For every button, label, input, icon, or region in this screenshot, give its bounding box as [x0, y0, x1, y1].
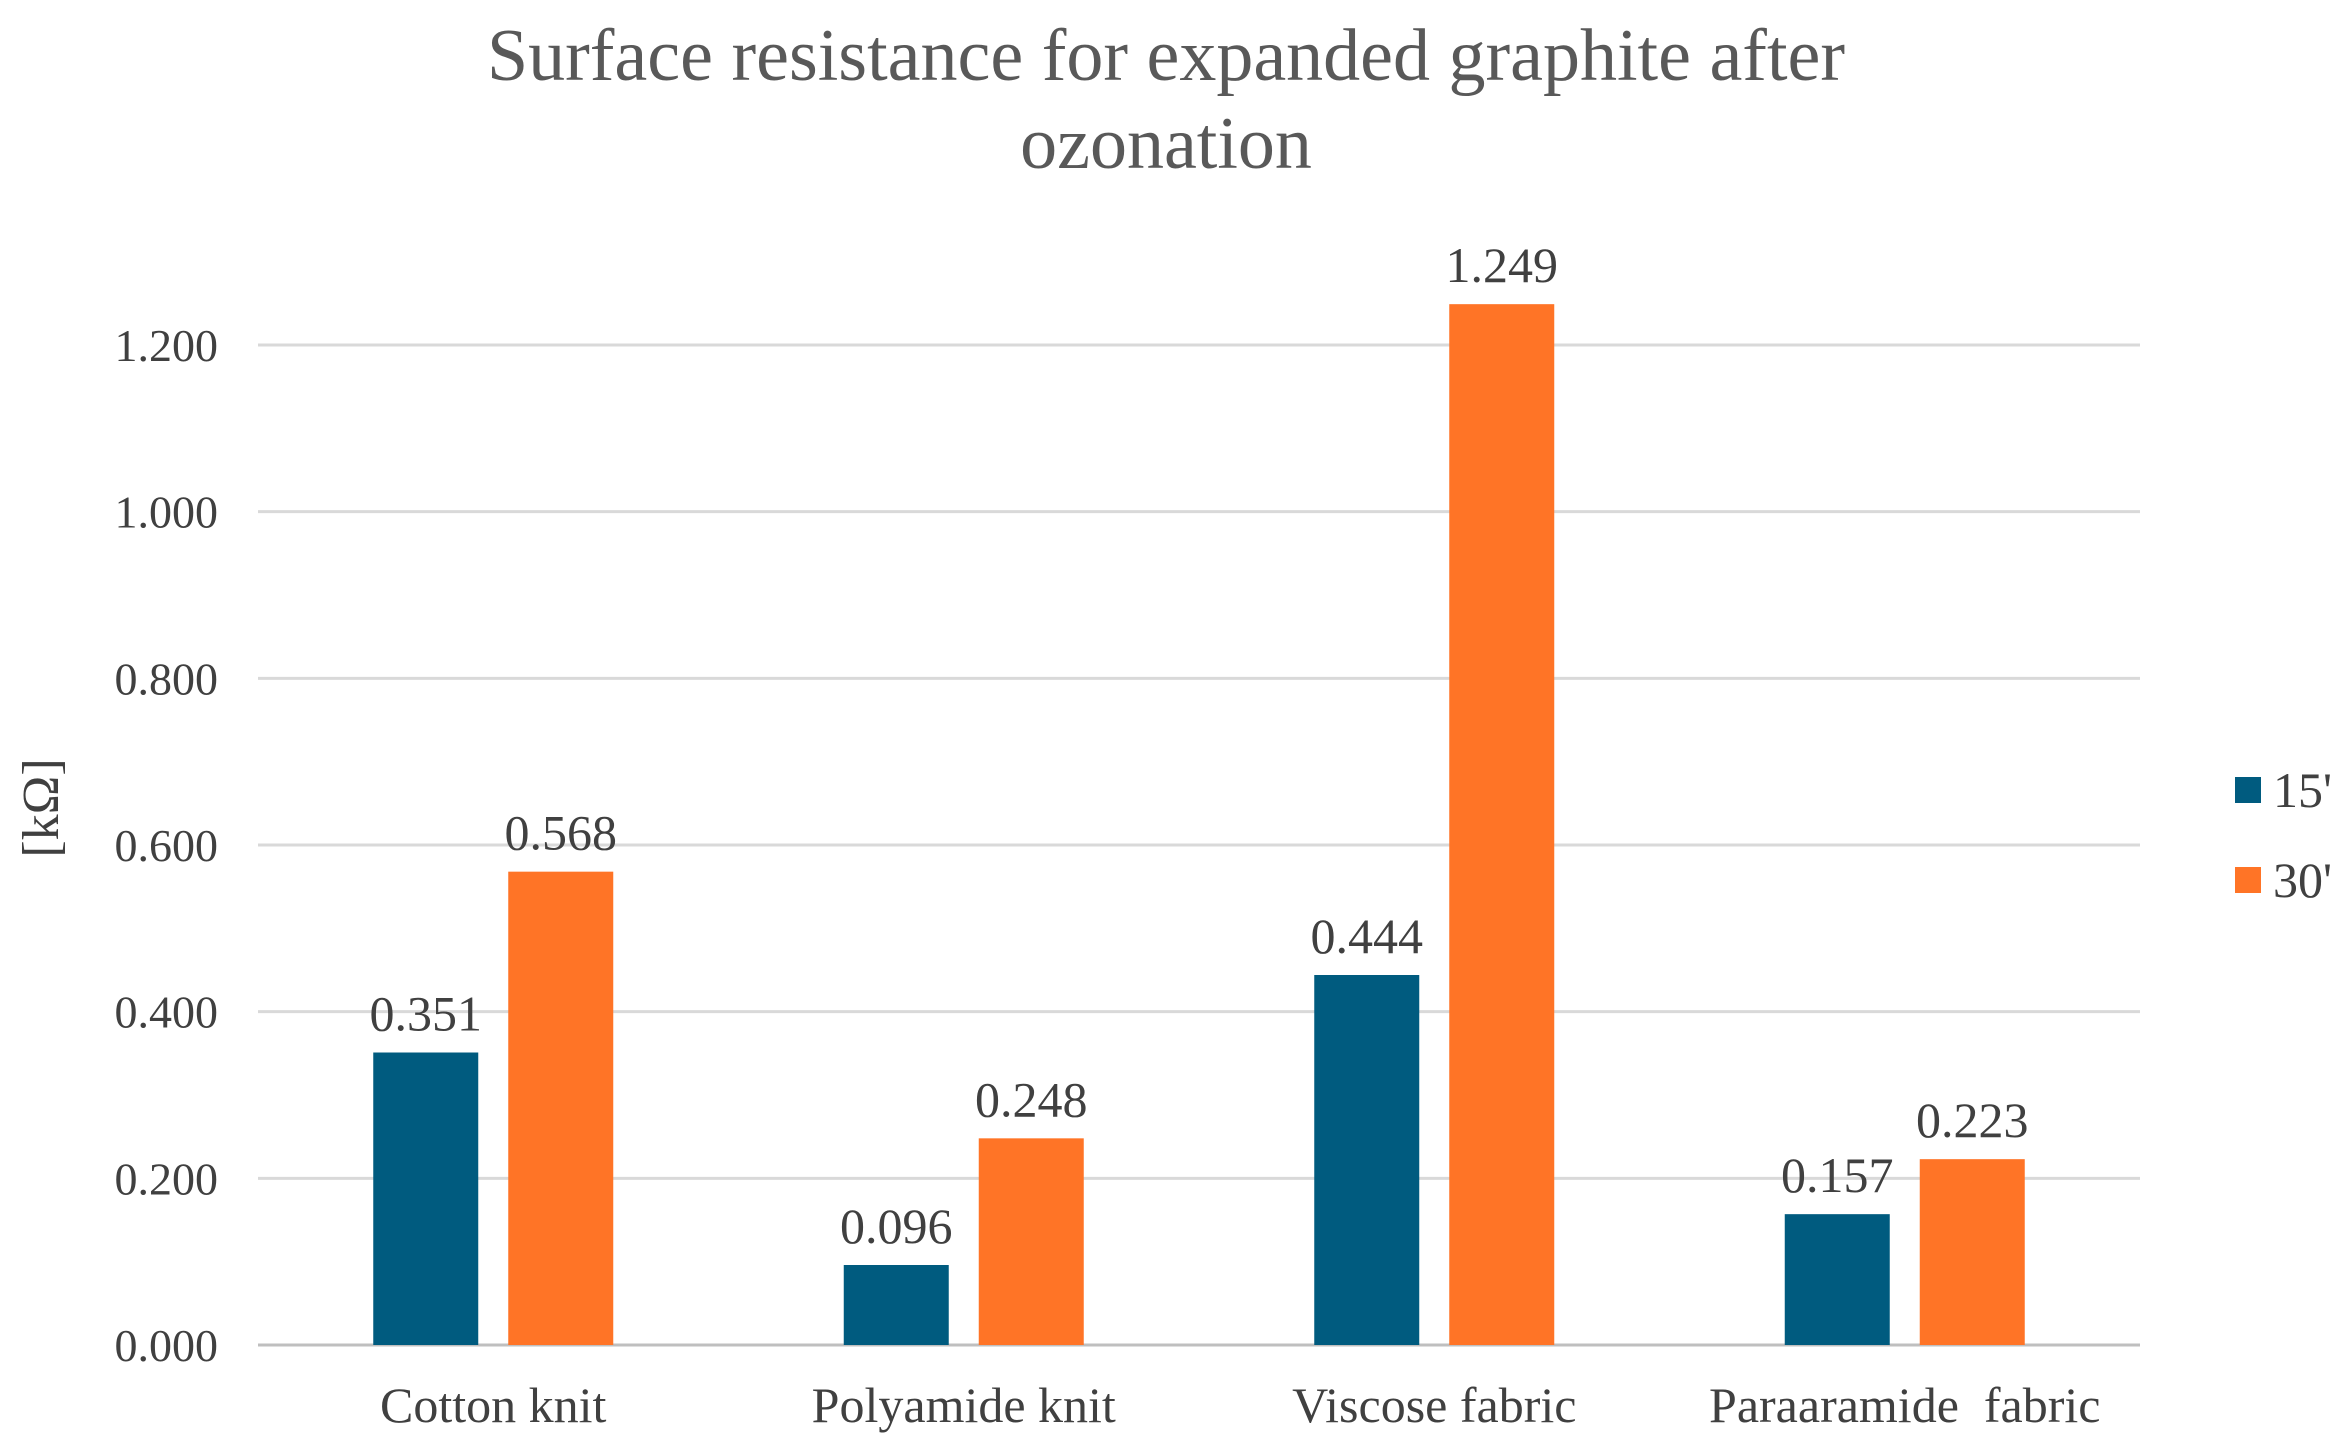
y-axis-ticks: 0.000 0.200 0.400 0.600 0.800 1.000 1.200	[115, 320, 219, 1371]
bar-15-0	[373, 1052, 479, 1345]
bar-30-0	[508, 871, 614, 1345]
chart-title-line-1: Surface resistance for expanded graphite…	[487, 15, 1845, 97]
data-label: 0.248	[975, 1071, 1088, 1127]
bar-15-3	[1784, 1214, 1890, 1345]
data-label: 0.568	[505, 805, 618, 861]
legend-label: 15'	[2273, 762, 2332, 818]
legend-swatch	[2235, 867, 2261, 893]
bar-15-2	[1314, 975, 1420, 1345]
chart-title: Surface resistance for expanded graphite…	[487, 15, 1845, 185]
chart-title-line-2: ozonation	[1020, 103, 1312, 185]
bar-30-3	[1919, 1159, 2025, 1345]
y-tick-label: 0.800	[115, 653, 219, 704]
category-label: Paraaramide fabric	[1709, 1377, 2100, 1433]
category-label: Polyamide knit	[812, 1377, 1116, 1433]
y-tick-label: 0.600	[115, 820, 219, 871]
data-label: 0.444	[1311, 908, 1424, 964]
category-label: Cotton knit	[380, 1377, 607, 1433]
data-label: 1.249	[1446, 237, 1559, 293]
y-axis-title: [kΩ]	[13, 758, 70, 857]
y-tick-label: 0.400	[115, 987, 219, 1038]
x-axis-categories: Cotton knit Polyamide knit Viscose fabric P…	[380, 1377, 2100, 1433]
legend-label: 30'	[2273, 852, 2332, 908]
legend: 15' 30'	[2235, 762, 2332, 908]
data-label: 0.223	[1916, 1092, 2029, 1148]
data-label: 0.157	[1781, 1147, 1894, 1203]
category-label: Viscose fabric	[1292, 1377, 1576, 1433]
bar-30-1	[978, 1138, 1084, 1345]
y-tick-label: 0.200	[115, 1153, 219, 1204]
y-tick-label: 1.000	[115, 487, 219, 538]
y-tick-label: 1.200	[115, 320, 219, 371]
bars	[373, 304, 2025, 1346]
data-label: 0.096	[840, 1198, 953, 1254]
legend-swatch	[2235, 777, 2261, 803]
data-label: 0.351	[370, 986, 483, 1042]
bar-30-2	[1449, 304, 1555, 1346]
bar-15-1	[843, 1265, 949, 1345]
data-labels: 0.351 0.568 0.096 0.248 0.444 1.249 0.157 0.223	[370, 237, 2029, 1254]
y-tick-label: 0.000	[115, 1320, 219, 1371]
